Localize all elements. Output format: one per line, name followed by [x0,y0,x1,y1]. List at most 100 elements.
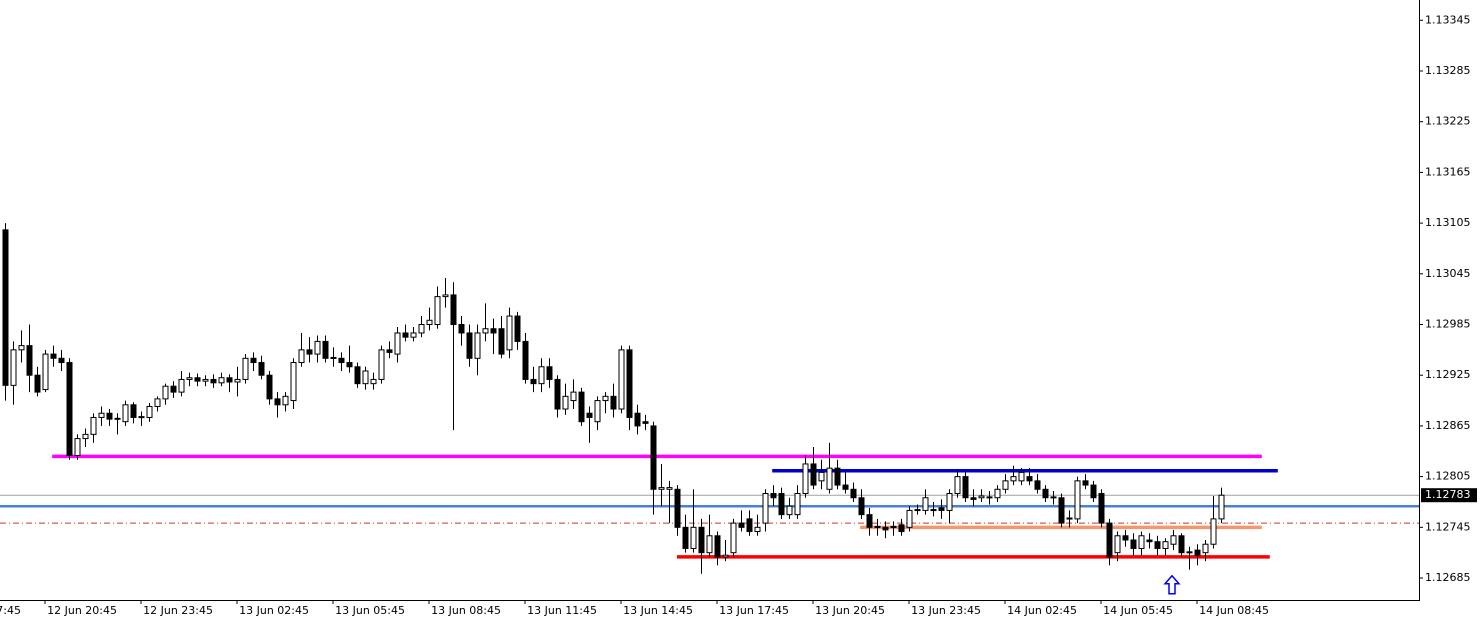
candle-body [682,526,689,549]
candle-body [778,493,785,516]
y-tick-label: 1.12925 [1425,368,1471,381]
candle-body [202,378,209,382]
candle-body [1010,476,1017,482]
candle-body [218,377,225,384]
candle-body [1090,484,1097,499]
candle-body [1218,494,1225,520]
candle-body [610,395,617,410]
candle-body [490,328,497,334]
candle-body [730,522,737,554]
candle-body [338,357,345,364]
candle-body [1194,549,1201,556]
candle-body [1178,535,1185,554]
candle-body [642,421,649,424]
candle-body [530,378,537,385]
candle-body [978,495,985,499]
candle-body [154,398,161,407]
candle-body [242,357,249,380]
candle-body [1074,480,1081,520]
candle-body [762,493,769,524]
candle-body [210,378,217,384]
candle-body [1018,471,1025,482]
candle-body [434,296,441,326]
candle-body [666,487,673,490]
candle-body [306,349,313,355]
candle-body [1186,551,1193,554]
x-tick-label: 13 Jun 17:45 [719,604,789,617]
candle-body [90,416,97,435]
candle-body [714,535,721,558]
candle-body [658,487,665,490]
candle-body [522,340,529,380]
y-tick-label: 1.13345 [1425,13,1471,26]
candle-body [170,385,177,393]
candle-body [498,328,505,355]
y-tick-label: 1.13285 [1425,64,1471,77]
candle-body [482,328,489,334]
candle-body [770,493,777,499]
x-tick-label: 13 Jun 14:45 [623,604,693,617]
plot-area [0,223,1419,595]
candle-body [1154,541,1161,549]
candle-body [674,488,681,528]
candle-body [250,357,257,364]
candle-body [890,525,897,528]
candle-body [930,509,937,512]
x-tick-label: 14 Jun 08:45 [1199,604,1269,617]
candle-body [602,395,609,402]
candle-body [1122,535,1129,541]
candle-body [258,362,265,376]
x-tick-label: 13 Jun 05:45 [335,604,405,617]
candle-body [1058,497,1065,524]
candle-body [346,362,353,368]
candle-body [98,412,105,418]
candle-body [1138,535,1145,549]
candle-body [570,391,577,402]
candle-body [882,526,889,531]
candle-body [26,345,33,376]
candle-body [290,362,297,402]
candle-body [274,398,281,406]
y-tick-label: 1.13165 [1425,165,1471,178]
candle-body [706,535,713,554]
candle-body [834,467,841,486]
candle-body [1114,535,1121,554]
candle-body [106,412,113,420]
x-tick-label: 13 Jun 11:45 [527,604,597,617]
candle-body [194,377,201,382]
candle-body [450,294,457,326]
y-tick-label: 1.12805 [1425,470,1471,483]
candle-body [802,463,809,495]
candle-body [586,412,593,418]
candle-body [634,412,641,427]
candle-body [578,391,585,423]
candle-body [1170,535,1177,545]
current-price-label: 1.12783 [1425,488,1471,501]
candle-body [826,467,833,490]
x-tick-label: 12 Jun 23:45 [143,604,213,617]
candle-body [34,374,41,393]
candle-body [410,332,417,338]
candle-body [818,471,825,482]
candle-body [1202,543,1209,554]
x-tick-label: 7:45 [0,604,21,617]
candle-body [1130,539,1137,549]
candle-body [546,366,553,380]
candle-body [2,229,9,386]
candle-body [474,332,481,359]
candle-body [386,349,393,353]
candle-body [66,362,73,456]
candle-body [938,507,945,511]
candle-body [554,378,561,410]
candle-body [138,416,145,419]
candle-body [314,340,321,355]
candle-body [50,353,57,359]
candle-body [898,524,905,533]
candle-body [266,374,273,400]
candle-body [74,438,81,456]
x-tick-label: 13 Jun 23:45 [911,604,981,617]
y-tick-label: 1.12745 [1425,520,1471,533]
candle-body [874,525,881,528]
candle-body [82,433,89,440]
